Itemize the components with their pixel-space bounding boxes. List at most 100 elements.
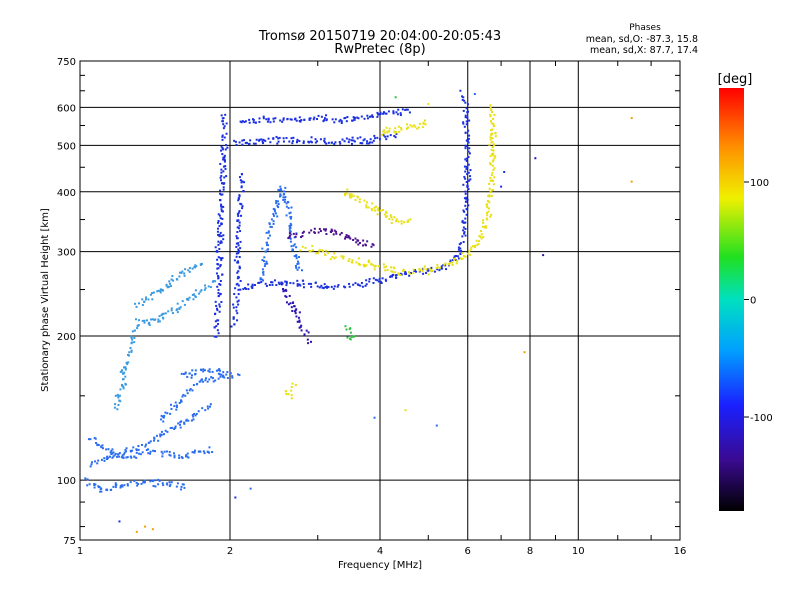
data-point (220, 193, 223, 196)
data-point (241, 120, 244, 123)
data-point (352, 194, 355, 197)
data-point (124, 382, 127, 385)
data-point (209, 286, 212, 289)
data-point (412, 268, 415, 271)
data-point (407, 219, 410, 222)
data-point (222, 165, 225, 168)
data-point (381, 133, 384, 136)
data-point (282, 193, 285, 196)
data-point (141, 319, 144, 322)
data-point (468, 134, 471, 137)
data-point (240, 173, 243, 176)
data-point (234, 496, 237, 499)
data-point (159, 290, 162, 293)
data-point (360, 115, 363, 118)
data-point (269, 121, 272, 124)
data-point (220, 114, 223, 117)
data-point (175, 406, 178, 409)
data-point (138, 302, 141, 305)
data-point (157, 289, 160, 292)
data-point (310, 229, 313, 232)
data-point (292, 244, 295, 247)
data-point (358, 263, 361, 266)
data-point (160, 314, 163, 317)
data-point (314, 138, 317, 141)
data-point (236, 213, 239, 216)
data-point (304, 246, 307, 249)
x-axis-label: Frequency [MHz] (338, 560, 422, 571)
data-point (211, 377, 214, 380)
data-point (86, 484, 89, 487)
data-point (237, 252, 240, 255)
data-point (334, 141, 337, 144)
data-point (153, 437, 156, 440)
data-point (360, 281, 363, 284)
data-point (235, 283, 238, 286)
data-point (178, 454, 181, 457)
data-point (285, 295, 288, 298)
data-point (172, 279, 175, 282)
data-point (421, 126, 424, 129)
data-point (179, 421, 182, 424)
data-point (295, 119, 298, 122)
data-point (418, 122, 421, 125)
data-point (438, 266, 441, 269)
data-point (220, 179, 223, 182)
data-point (287, 207, 290, 210)
data-point (480, 237, 483, 240)
data-point (283, 190, 286, 193)
data-point (288, 234, 291, 237)
data-point (191, 389, 194, 392)
data-point (454, 259, 457, 262)
data-point (238, 265, 241, 268)
data-point (268, 234, 271, 237)
data-point (105, 488, 108, 491)
data-point (117, 403, 120, 406)
data-point (239, 202, 242, 205)
data-point (258, 281, 261, 284)
data-point (277, 137, 280, 140)
data-point (488, 182, 491, 185)
data-point (280, 281, 283, 284)
data-point (211, 451, 214, 454)
data-point (171, 275, 174, 278)
data-point (291, 142, 294, 145)
data-point (466, 198, 469, 201)
data-point (489, 191, 492, 194)
data-point (126, 484, 129, 487)
data-point (208, 446, 211, 449)
data-point (463, 165, 466, 168)
data-point (285, 284, 288, 287)
data-point (299, 249, 302, 252)
data-point (277, 203, 280, 206)
data-point (131, 341, 134, 344)
data-point (282, 196, 285, 199)
data-point (323, 253, 326, 256)
data-point (462, 209, 465, 212)
data-point (265, 284, 268, 287)
data-point (483, 226, 486, 229)
data-point (323, 139, 326, 142)
data-point (262, 260, 265, 263)
data-point (216, 323, 219, 326)
data-point (232, 303, 235, 306)
data-point (114, 403, 117, 406)
data-point (137, 324, 140, 327)
data-point (188, 270, 191, 273)
data-point (276, 142, 279, 145)
data-point (106, 458, 109, 461)
data-point (393, 216, 396, 219)
data-point (244, 120, 247, 123)
data-point (400, 128, 403, 131)
data-point (357, 257, 360, 260)
data-point (406, 220, 409, 223)
data-point (199, 380, 202, 383)
data-point (138, 452, 141, 455)
data-point (295, 315, 298, 318)
data-point (230, 325, 233, 328)
data-point (178, 275, 181, 278)
data-point (262, 115, 265, 118)
data-point (343, 117, 346, 120)
data-point (249, 139, 252, 142)
data-point (466, 166, 469, 169)
